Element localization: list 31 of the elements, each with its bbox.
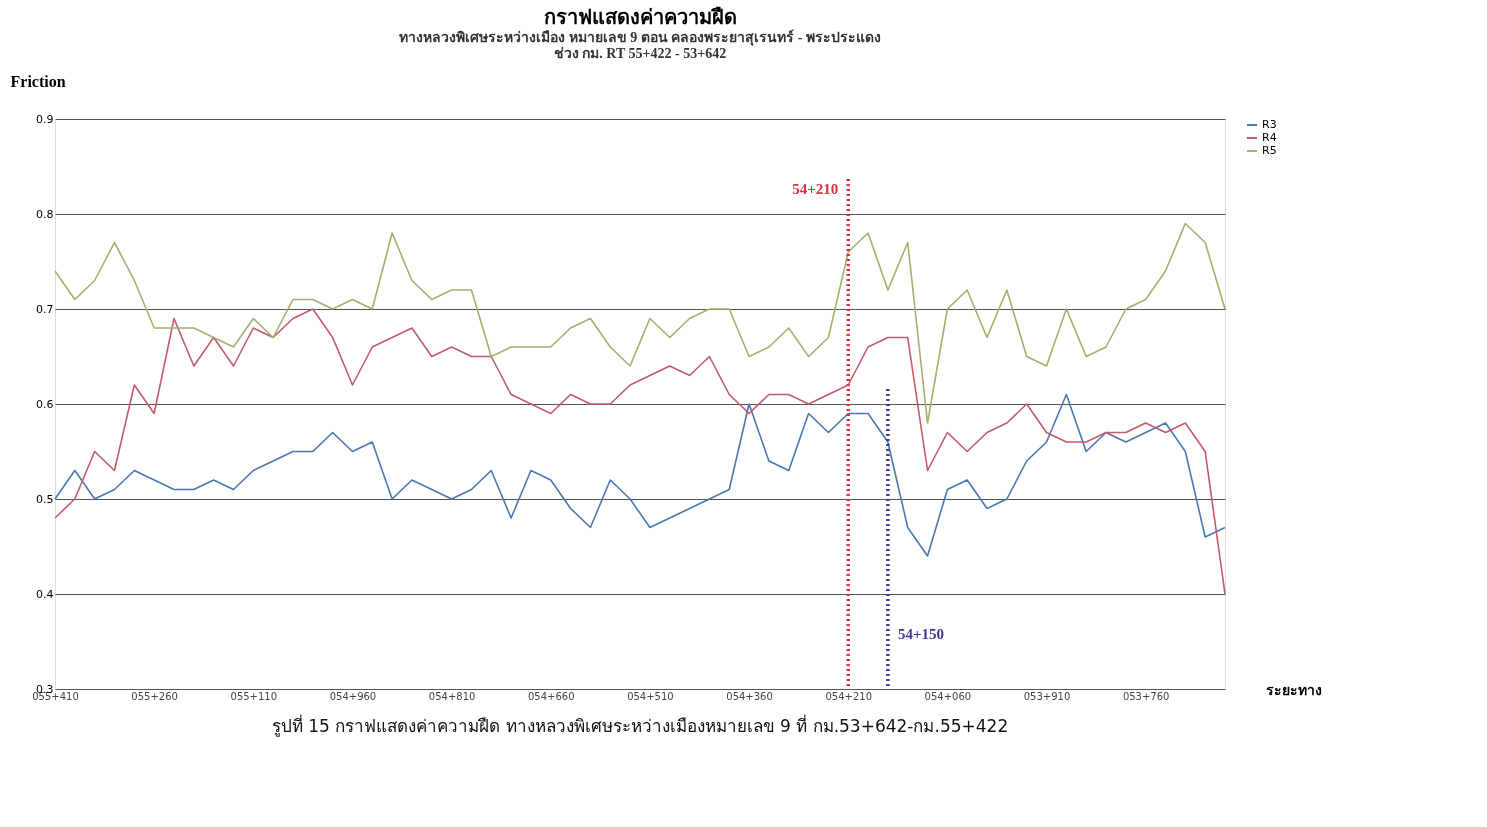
- x-tick-label: 054+660: [527, 690, 575, 702]
- y-tick-label: 0.9: [36, 112, 54, 126]
- x-tick-label: 054+060: [924, 690, 972, 702]
- legend-label: R5: [1262, 144, 1277, 157]
- y-tick-label: 0.8: [36, 207, 54, 221]
- y-axis-title: Friction: [10, 72, 66, 90]
- text: ทางหลวงพิเศษระหว่างเมือง หมายเลข 9 ตอน คลองพระยาสุเรนทร์ - พระประแดง: [399, 30, 881, 45]
- x-tick-label: 053+760: [1122, 690, 1170, 702]
- line-series: [54, 393, 1226, 557]
- y-tick-label: 0.4: [36, 587, 54, 601]
- text: รูปที่ 15 กราฟแสดงค่าความฝืด ทางหลวงพิเศษระหว่างเมืองหมายเลข 9 ที่ กม.53+642-กม.55+422: [271, 714, 1009, 737]
- line-series: [54, 222, 1226, 424]
- x-tick-label: 054+510: [627, 690, 674, 702]
- line-series: [54, 308, 1226, 595]
- x-tick-label: 055+110: [230, 690, 278, 702]
- x-tick-label: 054+810: [428, 690, 476, 702]
- y-tick-label: 0.5: [36, 492, 54, 506]
- annotation: 54+150: [897, 626, 944, 642]
- x-tick-label: 054+960: [329, 690, 377, 702]
- ref-line-label: 54+210: [792, 181, 839, 197]
- legend-label: R3: [1262, 118, 1277, 131]
- x-tick-label: 054+360: [726, 690, 773, 702]
- x-axis-title: ระยะทาง: [1265, 681, 1322, 698]
- x-tick-label: 054+210: [825, 690, 872, 702]
- chart-title: กราฟแสดงค่าความฝืด: [543, 6, 737, 28]
- x-tick-label: 053+910: [1023, 690, 1071, 702]
- y-tick-label: 0.7: [36, 302, 54, 316]
- legend-label: R4: [1262, 131, 1277, 144]
- text: ช่วง กม. RT 55+422 - 53+642: [553, 46, 727, 61]
- x-tick-label: 055+260: [131, 690, 178, 702]
- y-tick-label: 0.6: [36, 397, 54, 411]
